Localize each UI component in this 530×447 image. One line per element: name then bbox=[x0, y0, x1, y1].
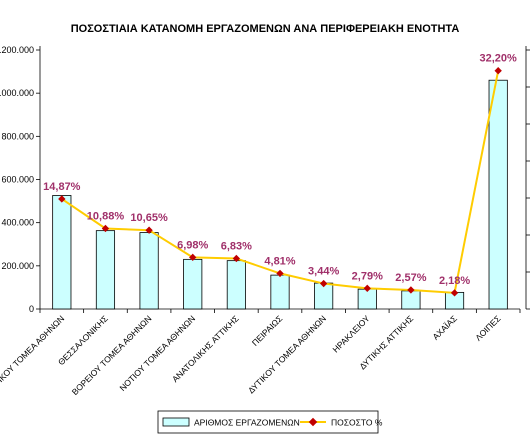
y-tick-label: 0 bbox=[29, 304, 34, 314]
percent-label-7: 2,79% bbox=[352, 270, 383, 282]
legend-bar-swatch bbox=[162, 417, 190, 427]
legend-line-label: ΠΟΣΟΣΤΟ % bbox=[331, 418, 383, 428]
category-labels: ΚΕΝΤΡΙΚΟΥ ΤΟΜΕΑ ΑΘΗΝΩΝΘΕΣΣΑΛΟΝΙΚΗΣΒΟΡΕΙΟ… bbox=[0, 313, 503, 404]
percent-marker-2 bbox=[145, 226, 153, 234]
bar-7 bbox=[357, 288, 377, 310]
legend: ΑΡΙΘΜΟΣ ΕΡΓΑΖΟΜΕΝΩΝ ΠΟΣΟΣΤΟ % bbox=[157, 410, 383, 434]
percent-label-3: 6,98% bbox=[177, 239, 208, 251]
percent-marker-5 bbox=[276, 269, 284, 278]
bar-2 bbox=[139, 232, 159, 310]
bar-10 bbox=[488, 79, 508, 310]
legend-bar-label: ΑΡΙΘΜΟΣ ΕΡΓΑΖΟΜΕΝΩΝ bbox=[194, 418, 300, 428]
percent-label-2: 10,65% bbox=[130, 212, 168, 224]
category-label-6: ΔΥΤΙΚΟΥ ΤΟΜΕΑ ΑΘΗΝΩΝ bbox=[246, 313, 328, 395]
bar-4 bbox=[226, 260, 246, 310]
bar-0 bbox=[52, 195, 72, 310]
percent-label-4: 6,83% bbox=[221, 240, 252, 252]
y-tick-label: 800.000 bbox=[1, 131, 34, 141]
chart-title: ΠΟΣΟΣΤΙΑΙΑ ΚΑΤΑΝΟΜΗ ΕΡΓΑΖΟΜΕΝΩΝ ΑΝΑ ΠΕΡΙ… bbox=[71, 23, 460, 35]
percent-label-10: 32,20% bbox=[480, 53, 518, 65]
percent-label-1: 10,88% bbox=[87, 210, 125, 222]
percent-marker-8 bbox=[407, 286, 415, 294]
data-labels: 14,87% 10,88% 10,65% 6,98% 6,83% 4,81% 3,44% 2,… bbox=[43, 53, 517, 287]
y-tick-label: 1.000.000 bbox=[0, 88, 34, 98]
percent-marker-7 bbox=[363, 284, 371, 293]
category-label-10: ΛΟΙΠΕΣ bbox=[473, 313, 502, 342]
category-label-2: ΒΟΡΕΙΟΥ ΤΟΜΕΑ ΑΘΗΝΩΝ bbox=[70, 313, 154, 397]
percent-marker-1 bbox=[101, 224, 110, 233]
percent-label-0: 14,87% bbox=[43, 181, 81, 193]
percent-marker-10 bbox=[494, 67, 502, 75]
bars bbox=[52, 79, 508, 310]
bar-5 bbox=[270, 274, 290, 310]
legend-box bbox=[157, 410, 379, 434]
percent-label-5: 4,81% bbox=[264, 255, 295, 267]
percent-marker-3 bbox=[189, 253, 197, 262]
bar-1 bbox=[95, 230, 116, 310]
percent-marker-4 bbox=[232, 254, 241, 263]
percent-marker-9 bbox=[450, 289, 459, 297]
category-label-9: ΑΧΑΪΑΣ bbox=[430, 313, 458, 341]
y-tick-label: 200.000 bbox=[1, 261, 34, 271]
percent-label-8: 2,57% bbox=[395, 272, 426, 284]
percent-label-6: 3,44% bbox=[308, 266, 339, 278]
bar-3 bbox=[183, 258, 203, 310]
y-tick-label: 400.000 bbox=[1, 218, 34, 228]
legend-line-marker bbox=[308, 417, 318, 427]
y-tick-label: 1.200.000 bbox=[0, 45, 34, 55]
category-label-5: ΠΕΙΡΑΙΩΣ bbox=[250, 313, 285, 348]
percent-marker-6 bbox=[319, 279, 328, 288]
percent-line bbox=[58, 67, 502, 297]
y-tick-label: 600.000 bbox=[1, 175, 34, 185]
axes: 0 200.000 400.000 600.000 800.000 1.000.000 1.… bbox=[0, 45, 530, 314]
category-label-3: ΝΟΤΙΟΥ ΤΟΜΕΑ ΑΘΗΝΩΝ bbox=[117, 313, 197, 393]
category-label-7: ΗΡΑΚΛΕΙΟΥ bbox=[331, 313, 372, 354]
percent-label-9: 2,18% bbox=[439, 275, 470, 287]
